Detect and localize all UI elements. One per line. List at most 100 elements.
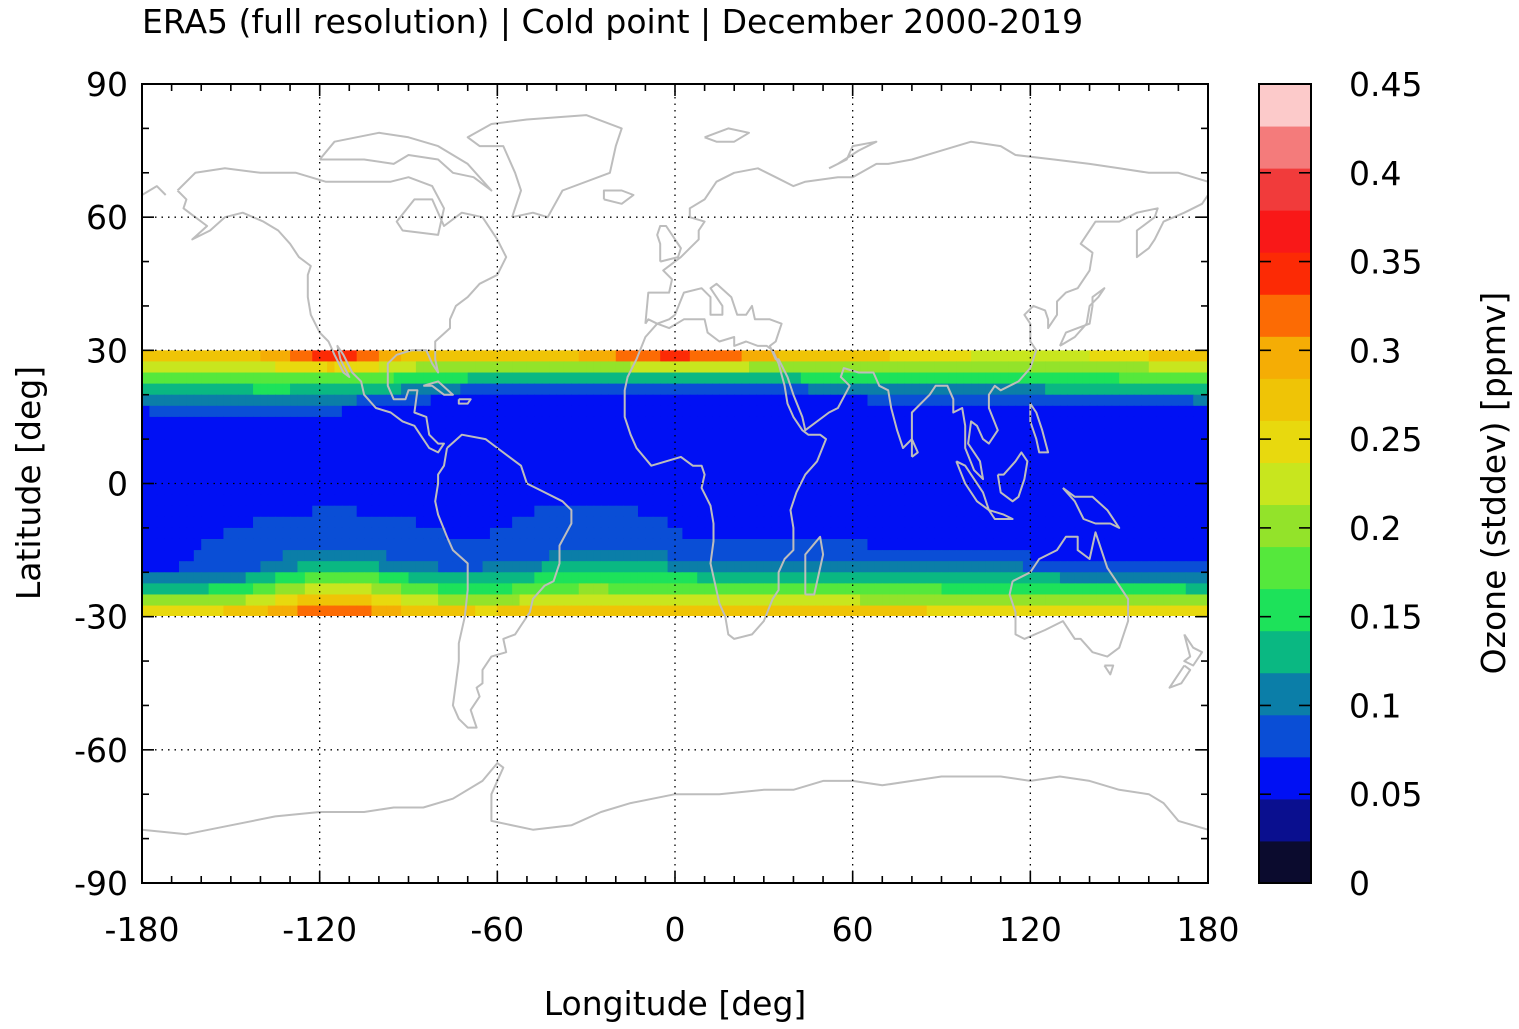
field-cell bbox=[771, 361, 780, 374]
field-cell bbox=[800, 372, 809, 385]
field-cell bbox=[608, 483, 617, 496]
field-cell bbox=[452, 428, 461, 440]
field-cell bbox=[741, 472, 750, 485]
field-cell bbox=[882, 405, 891, 418]
field-cell bbox=[1111, 383, 1120, 396]
field-cell bbox=[897, 594, 906, 607]
field-cell bbox=[415, 472, 424, 485]
field-cell bbox=[1037, 461, 1046, 474]
field-cell bbox=[319, 394, 328, 407]
field-cell bbox=[1045, 405, 1054, 418]
field-cell bbox=[401, 439, 410, 451]
field-cell bbox=[948, 605, 957, 616]
field-cell bbox=[630, 383, 639, 396]
field-cell bbox=[623, 394, 632, 407]
field-cell bbox=[874, 416, 883, 429]
field-cell bbox=[845, 350, 854, 363]
field-cell bbox=[874, 605, 883, 616]
field-cell bbox=[541, 483, 550, 496]
field-cell bbox=[371, 550, 380, 562]
field-cell bbox=[1178, 561, 1187, 573]
field-cell bbox=[793, 594, 802, 607]
field-cell bbox=[142, 372, 151, 385]
field-cell bbox=[356, 483, 365, 496]
coastline-segment bbox=[644, 140, 1208, 324]
field-cell bbox=[971, 461, 980, 474]
field-cell bbox=[1185, 594, 1194, 607]
field-cell bbox=[652, 416, 661, 429]
field-cell bbox=[919, 372, 928, 385]
field-cell bbox=[452, 383, 461, 396]
field-cell bbox=[675, 527, 684, 540]
field-cell bbox=[749, 439, 758, 451]
field-cell bbox=[171, 561, 180, 573]
field-cell bbox=[201, 439, 210, 451]
field-cell bbox=[1089, 527, 1098, 540]
field-cell bbox=[1022, 527, 1031, 540]
field-cell bbox=[749, 461, 758, 474]
field-cell bbox=[519, 383, 528, 396]
field-cell bbox=[1156, 538, 1165, 551]
field-cell bbox=[682, 561, 691, 573]
field-cell bbox=[867, 594, 876, 607]
field-cell bbox=[660, 439, 669, 451]
field-cell bbox=[800, 394, 809, 407]
field-cell bbox=[1059, 505, 1068, 518]
field-cell bbox=[889, 583, 898, 596]
field-cell bbox=[897, 516, 906, 529]
field-cell bbox=[1022, 561, 1031, 573]
field-cell bbox=[815, 405, 824, 418]
field-cell bbox=[489, 383, 498, 396]
field-cell bbox=[164, 505, 173, 518]
field-cell bbox=[534, 538, 543, 551]
field-cell bbox=[142, 494, 151, 507]
field-cell bbox=[260, 527, 269, 540]
field-cell bbox=[667, 416, 676, 429]
field-cell bbox=[164, 561, 173, 573]
field-cell bbox=[1163, 394, 1172, 407]
field-cell bbox=[934, 372, 943, 385]
field-cell bbox=[267, 350, 276, 363]
field-cell bbox=[993, 472, 1002, 485]
field-cell bbox=[408, 394, 417, 407]
field-cell bbox=[282, 605, 291, 616]
field-cell bbox=[526, 583, 535, 596]
field-cell bbox=[815, 494, 824, 507]
field-cell bbox=[430, 605, 439, 616]
field-cell bbox=[312, 572, 321, 584]
field-cell bbox=[504, 350, 513, 363]
field-cell bbox=[312, 583, 321, 596]
field-cell bbox=[637, 516, 646, 529]
field-cell bbox=[1185, 505, 1194, 518]
field-cell bbox=[800, 594, 809, 607]
field-cell bbox=[1141, 605, 1150, 616]
field-cell bbox=[623, 561, 632, 573]
field-cell bbox=[275, 428, 284, 440]
field-cell bbox=[504, 572, 513, 584]
field-cell bbox=[867, 416, 876, 429]
y-axis-label: Latitude [deg] bbox=[9, 366, 48, 600]
field-cell bbox=[874, 450, 883, 462]
field-cell bbox=[341, 416, 350, 429]
field-cell bbox=[415, 583, 424, 596]
field-cell bbox=[142, 594, 151, 607]
field-cell bbox=[193, 605, 202, 616]
field-cell bbox=[401, 550, 410, 562]
field-cell bbox=[719, 538, 728, 551]
field-cell bbox=[401, 594, 410, 607]
field-cell bbox=[941, 383, 950, 396]
field-cell bbox=[645, 550, 654, 562]
field-cell bbox=[719, 439, 728, 451]
field-cell bbox=[667, 583, 676, 596]
field-cell bbox=[571, 516, 580, 529]
field-cell bbox=[386, 361, 395, 374]
field-cell bbox=[852, 350, 861, 363]
field-cell bbox=[786, 583, 795, 596]
field-cell bbox=[608, 494, 617, 507]
field-cell bbox=[512, 527, 521, 540]
field-cell bbox=[660, 572, 669, 584]
field-cell bbox=[712, 450, 721, 462]
field-cell bbox=[823, 483, 832, 496]
field-cell bbox=[948, 439, 957, 451]
field-cell bbox=[771, 428, 780, 440]
